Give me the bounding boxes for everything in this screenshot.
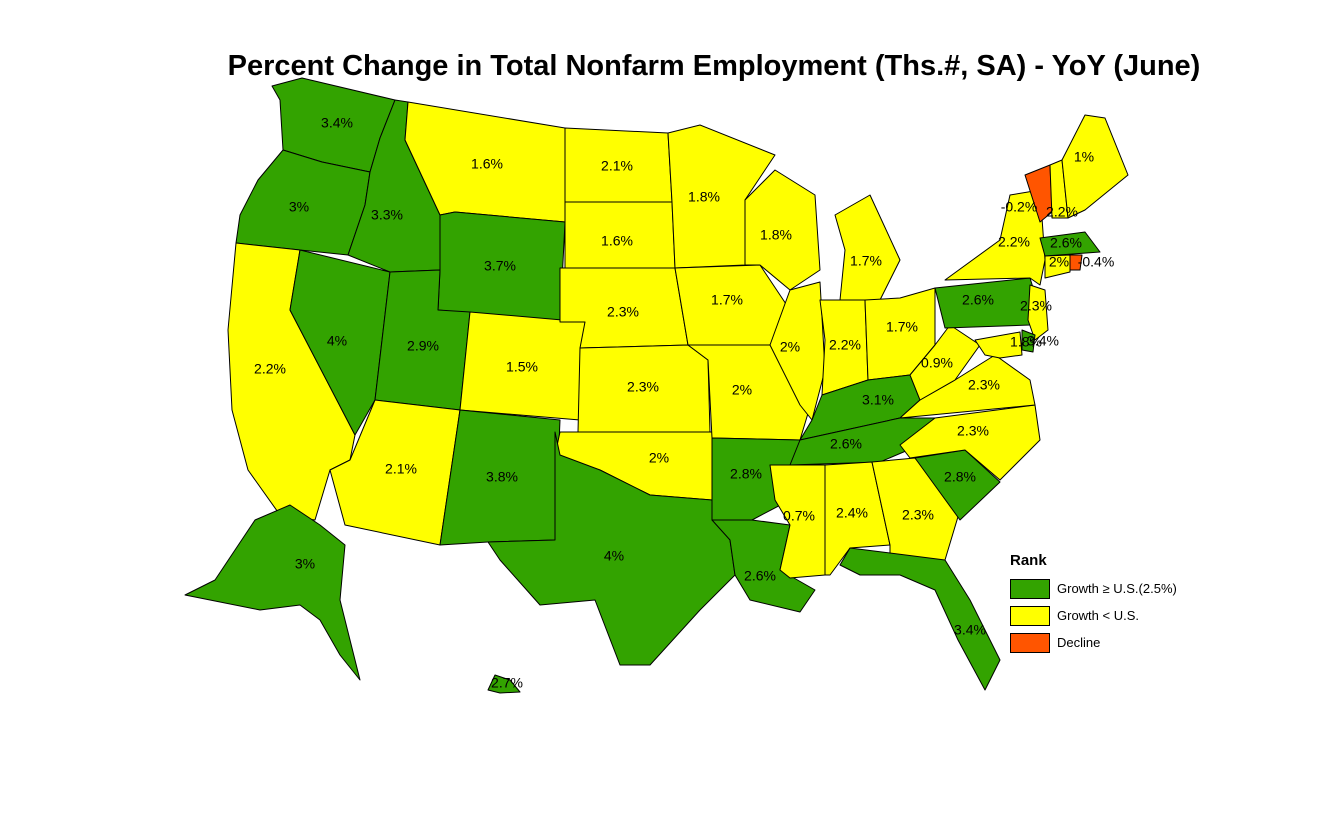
state-label-nv: 4% xyxy=(327,333,347,349)
state-ny xyxy=(944,189,1046,286)
state-tx xyxy=(487,431,736,666)
state-nj xyxy=(1027,284,1049,341)
state-la xyxy=(711,519,816,613)
state-label-la: 2.6% xyxy=(744,568,776,584)
state-label-mi: 1.7% xyxy=(850,253,882,269)
state-label-tn: 2.6% xyxy=(830,436,862,452)
state-label-mt: 1.6% xyxy=(471,156,503,172)
map-title: Percent Change in Total Nonfarm Employme… xyxy=(227,50,1201,82)
state-nv xyxy=(289,249,391,436)
state-label-hi: 2.7% xyxy=(491,675,523,691)
state-label-ks: 2.3% xyxy=(627,379,659,395)
state-label-ut: 2.9% xyxy=(407,338,439,354)
state-or xyxy=(235,149,371,256)
state-ak xyxy=(184,504,361,681)
state-wi xyxy=(744,169,821,291)
state-label-ga: 2.3% xyxy=(902,507,934,523)
state-me xyxy=(1061,114,1129,219)
state-mi xyxy=(834,194,901,301)
state-label-nj: 2.3% xyxy=(1020,298,1052,314)
state-label-ma: 2.6% xyxy=(1050,235,1082,251)
state-label-ny: 2.2% xyxy=(998,234,1030,250)
state-label-ri: -0.4% xyxy=(1078,254,1115,270)
state-label-tx: 4% xyxy=(604,548,624,564)
state-label-va: 2.3% xyxy=(968,377,1000,393)
state-label-al: 2.4% xyxy=(836,505,868,521)
legend-swatch-growth-lt-us xyxy=(1010,605,1050,626)
legend-label-decline: Decline xyxy=(1057,635,1101,650)
state-label-id: 3.3% xyxy=(371,207,403,223)
legend-label-growth-ge-us: Growth ≥ U.S.(2.5%) xyxy=(1057,581,1177,596)
legend-label-growth-lt-us: Growth < U.S. xyxy=(1057,608,1139,623)
state-label-wy: 3.7% xyxy=(484,258,516,274)
state-label-sd: 1.6% xyxy=(601,233,633,249)
state-label-or: 3% xyxy=(289,199,309,215)
state-label-ia: 1.7% xyxy=(711,292,743,308)
state-label-wi: 1.8% xyxy=(760,227,792,243)
state-label-ok: 2% xyxy=(649,450,669,466)
state-shapes xyxy=(184,77,1129,694)
state-label-wa: 3.4% xyxy=(321,115,353,131)
state-labels: 3.4% 3% 2.2% 4% 3.3% 1.6% 3.7% 2.9% 2.1% 1.5% 3.8%… xyxy=(254,115,1114,691)
state-label-md: 1.8% xyxy=(1010,334,1042,350)
state-ct xyxy=(1044,254,1071,279)
state-label-az: 2.1% xyxy=(385,461,417,477)
state-label-me: 1% xyxy=(1074,149,1094,165)
state-fl xyxy=(839,547,1001,691)
legend-swatch-growth-ge-us xyxy=(1010,578,1050,599)
state-label-nm: 3.8% xyxy=(486,469,518,485)
legend: Rank Growth ≥ U.S.(2.5%) Growth < U.S. D… xyxy=(1010,552,1177,656)
state-label-il: 2% xyxy=(780,339,800,355)
state-label-co: 1.5% xyxy=(506,359,538,375)
state-label-vt: -0.2% xyxy=(1001,199,1038,215)
state-label-pa: 2.6% xyxy=(962,292,994,308)
state-label-mn: 1.8% xyxy=(688,189,720,205)
state-ks xyxy=(577,344,711,433)
state-label-ct: 2% xyxy=(1049,254,1069,270)
state-label-ca: 2.2% xyxy=(254,361,286,377)
state-label-ms: 0.7% xyxy=(783,508,815,524)
legend-item-growth-ge-us: Growth ≥ U.S.(2.5%) xyxy=(1010,575,1177,602)
state-label-nd: 2.1% xyxy=(601,158,633,174)
state-label-oh: 1.7% xyxy=(886,319,918,335)
legend-title: Rank xyxy=(1010,552,1047,569)
state-md xyxy=(974,331,1023,359)
state-label-mo: 2% xyxy=(732,382,752,398)
state-label-nh: 2.2% xyxy=(1046,204,1078,220)
state-label-sc: 2.8% xyxy=(944,469,976,485)
state-label-ar: 2.8% xyxy=(730,466,762,482)
state-label-in: 2.2% xyxy=(829,337,861,353)
legend-swatch-decline xyxy=(1010,632,1050,653)
state-hi xyxy=(487,674,521,694)
state-label-nc: 2.3% xyxy=(957,423,989,439)
state-nc xyxy=(899,404,1041,481)
state-ma xyxy=(1039,231,1101,257)
state-label-wv: 0.9% xyxy=(921,355,953,371)
legend-item-growth-lt-us: Growth < U.S. xyxy=(1010,602,1177,629)
state-label-ky: 3.1% xyxy=(862,392,894,408)
state-label-fl: 3.4% xyxy=(954,622,986,638)
state-de xyxy=(1021,329,1036,353)
legend-item-decline: Decline xyxy=(1010,629,1177,656)
state-label-ne: 2.3% xyxy=(607,304,639,320)
state-label-ak: 3% xyxy=(295,556,315,572)
state-label-de: 3.4% xyxy=(1027,333,1059,349)
